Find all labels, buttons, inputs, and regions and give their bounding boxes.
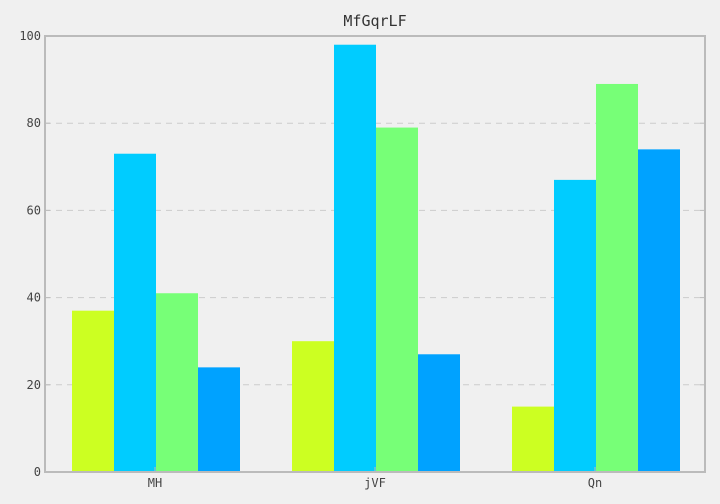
bar-jVF-2 <box>334 44 376 472</box>
y-tick-label: 60 <box>27 203 41 217</box>
bar-MH-4 <box>198 367 240 472</box>
y-tick-label: 80 <box>27 116 41 130</box>
y-tick-label: 20 <box>27 378 41 392</box>
bar-MH-3 <box>156 293 198 472</box>
bar-MH-2 <box>114 153 156 472</box>
bar-MH-1 <box>72 310 114 472</box>
bar-Qn-3 <box>596 83 638 473</box>
y-axis: 0 20 40 60 80 100 <box>19 29 705 479</box>
bar-Qn-1 <box>512 406 554 472</box>
bars <box>72 44 680 473</box>
x-tick-label: MH <box>148 476 162 490</box>
bar-jVF-4 <box>418 354 460 472</box>
bar-jVF-1 <box>292 341 334 472</box>
bar-Qn-2 <box>554 179 596 472</box>
y-tick-label: 0 <box>34 465 41 479</box>
bar-jVF-3 <box>376 127 418 472</box>
bar-Qn-4 <box>638 149 680 473</box>
y-tick-label: 100 <box>19 29 41 43</box>
chart-title: MfGqrLF <box>343 12 406 30</box>
x-tick-label: jVF <box>364 476 386 490</box>
x-axis: MH jVF Qn <box>148 467 602 490</box>
x-tick-label: Qn <box>588 476 602 490</box>
y-tick-label: 40 <box>27 291 41 305</box>
